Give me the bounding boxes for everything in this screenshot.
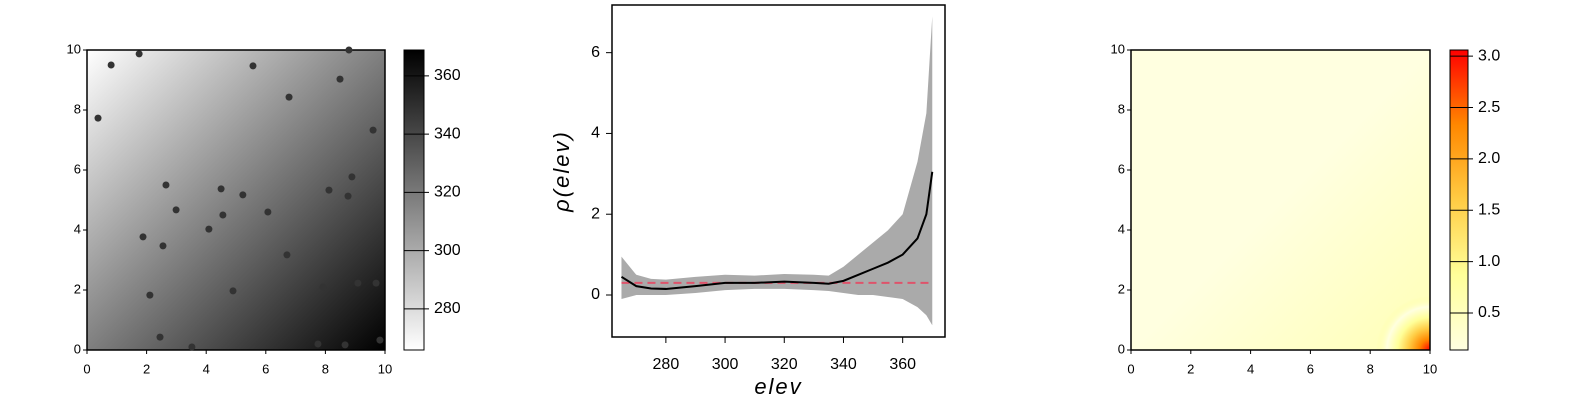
x-tick-label: 2 xyxy=(143,361,150,376)
y-tick-label: 4 xyxy=(591,125,600,142)
point xyxy=(372,279,380,287)
y-tick-label: 10 xyxy=(1111,41,1125,56)
point xyxy=(219,211,227,219)
point xyxy=(264,208,272,216)
point xyxy=(354,279,362,287)
point xyxy=(344,192,352,200)
colorbar-tick-label: 1.0 xyxy=(1478,253,1500,270)
x-tick-label: 10 xyxy=(378,361,392,376)
point xyxy=(285,93,293,101)
x-tick-label: 280 xyxy=(653,356,680,373)
point xyxy=(283,251,291,259)
point xyxy=(345,46,353,54)
image-peak xyxy=(1131,50,1430,350)
x-axis-label: elev xyxy=(754,374,802,399)
colorbar-tick-label: 3.0 xyxy=(1478,47,1500,64)
line xyxy=(620,171,934,290)
point xyxy=(249,62,257,70)
colorbar-tick-label: 1.5 xyxy=(1478,201,1500,218)
x-tick-label: 0 xyxy=(1127,361,1134,376)
image xyxy=(87,50,385,350)
point xyxy=(156,333,164,341)
point xyxy=(135,50,143,58)
y-tick-label: 6 xyxy=(591,44,600,61)
x-tick-label: 8 xyxy=(322,361,329,376)
x-tick-label: 2 xyxy=(1187,361,1194,376)
y-axis-label: ρ(elev) xyxy=(549,130,574,213)
point xyxy=(341,341,349,349)
x-tick-label: 10 xyxy=(1423,361,1437,376)
x-tick-label: 320 xyxy=(771,356,798,373)
x-tick-label: 8 xyxy=(1367,361,1374,376)
colorbar-tick-label: 360 xyxy=(434,67,461,84)
y-tick-label: 0 xyxy=(591,286,600,303)
confidence-band xyxy=(621,16,933,326)
point xyxy=(146,291,154,299)
point xyxy=(188,343,196,351)
y-tick-label: 8 xyxy=(74,101,81,116)
y-tick-label: 0 xyxy=(74,341,81,356)
x-tick-label: 360 xyxy=(889,356,916,373)
y-tick-label: 2 xyxy=(74,281,81,296)
x-tick-label: 6 xyxy=(1307,361,1314,376)
plot-frame xyxy=(611,4,946,338)
point xyxy=(369,126,377,134)
y-tick-label: 2 xyxy=(591,205,600,222)
colorbar-tick-label: 2.0 xyxy=(1478,150,1500,167)
x-tick-label: 4 xyxy=(1247,361,1254,376)
y-tick-label: 6 xyxy=(1118,161,1125,176)
plot-frame xyxy=(1130,49,1431,351)
point xyxy=(217,185,225,193)
colorbar-tick-label: 320 xyxy=(434,184,461,201)
y-tick-label: 4 xyxy=(74,221,81,236)
colorbar-tick-label: 0.5 xyxy=(1478,304,1500,321)
point xyxy=(94,114,102,122)
y-tick-label: 6 xyxy=(74,161,81,176)
y-tick-label: 4 xyxy=(1118,221,1125,236)
point xyxy=(336,75,344,83)
colorbar-tick-label: 300 xyxy=(434,242,461,259)
y-tick-label: 10 xyxy=(67,41,81,56)
point xyxy=(314,340,322,348)
point xyxy=(319,283,327,291)
point xyxy=(107,61,115,69)
y-tick-label: 0 xyxy=(1118,341,1125,356)
colorbar-tick-label: 280 xyxy=(434,300,461,317)
point xyxy=(162,181,170,189)
colorbar xyxy=(1449,49,1469,351)
point xyxy=(229,287,237,295)
point xyxy=(325,186,333,194)
point xyxy=(139,233,147,241)
colorbar-tick-label: 340 xyxy=(434,125,461,142)
plot-frame xyxy=(86,49,386,351)
x-tick-label: 4 xyxy=(203,361,210,376)
colorbar xyxy=(403,49,425,351)
x-tick-label: 0 xyxy=(83,361,90,376)
point xyxy=(239,191,247,199)
point xyxy=(172,206,180,214)
x-tick-label: 340 xyxy=(830,356,857,373)
y-tick-label: 8 xyxy=(1118,101,1125,116)
point xyxy=(376,336,384,344)
colorbar-tick-label: 2.5 xyxy=(1478,99,1500,116)
y-tick-label: 2 xyxy=(1118,281,1125,296)
point xyxy=(159,242,167,250)
point xyxy=(205,225,213,233)
x-tick-label: 300 xyxy=(712,356,739,373)
x-tick-label: 6 xyxy=(262,361,269,376)
point xyxy=(348,173,356,181)
